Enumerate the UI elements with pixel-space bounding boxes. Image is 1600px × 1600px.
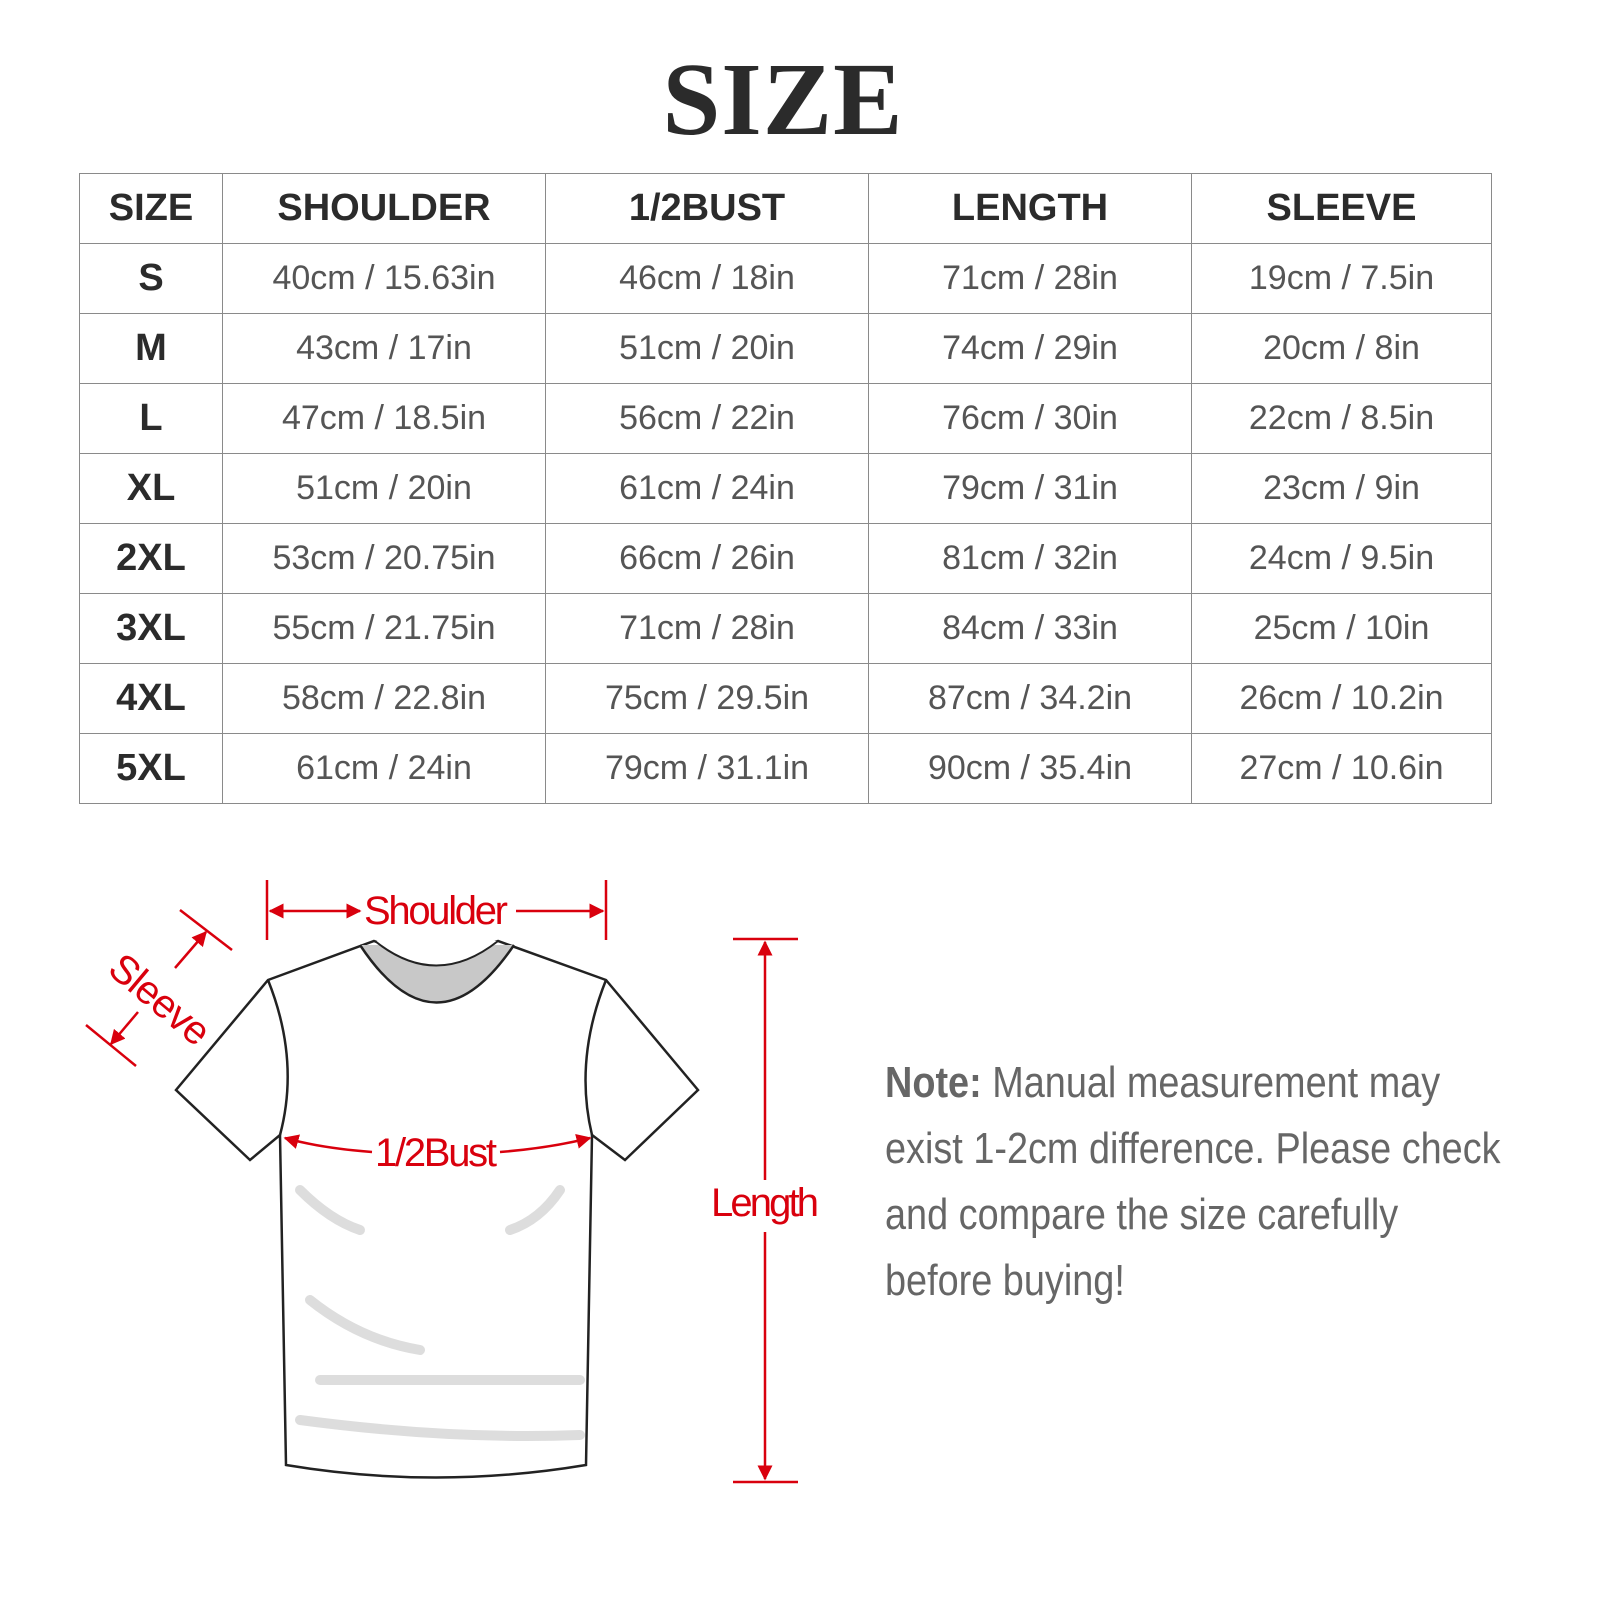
header-size: SIZE	[79, 173, 223, 244]
header-shoulder: SHOULDER	[222, 173, 546, 244]
measurement-cell: 22cm / 8.5in	[1191, 383, 1492, 454]
size-cell: M	[79, 313, 223, 384]
shading-folds	[295, 1185, 585, 1441]
table-row: L 47cm / 18.5in 56cm / 22in 76cm / 30in 22cm…	[79, 383, 1492, 454]
header-length: LENGTH	[868, 173, 1192, 244]
measurement-cell: 90cm / 35.4in	[868, 733, 1192, 804]
measurement-cell: 46cm / 18in	[545, 243, 869, 314]
header-sleeve: SLEEVE	[1191, 173, 1492, 244]
measurement-cell: 66cm / 26in	[545, 523, 869, 594]
size-cell: S	[79, 243, 223, 314]
tshirt-diagram: Shoulder 1/2Bust Length Sleeve	[85, 880, 819, 1484]
measurement-cell: 47cm / 18.5in	[222, 383, 546, 454]
table-row: S 40cm / 15.63in 46cm / 18in 71cm / 28in 19c…	[79, 243, 1492, 314]
size-cell: 2XL	[79, 523, 223, 594]
page-title: SIZE	[662, 42, 904, 157]
note-text: Manual measurement may exist 1-2cm diffe…	[885, 1058, 1501, 1305]
measurement-cell: 26cm / 10.2in	[1191, 663, 1492, 734]
measurement-cell: 51cm / 20in	[545, 313, 869, 384]
measurement-cell: 24cm / 9.5in	[1191, 523, 1492, 594]
measurement-cell: 79cm / 31.1in	[545, 733, 869, 804]
measurement-cell: 74cm / 29in	[868, 313, 1192, 384]
table-row: 4XL 58cm / 22.8in 75cm / 29.5in 87cm / 34.2…	[79, 663, 1492, 734]
measurement-cell: 56cm / 22in	[545, 383, 869, 454]
measurement-cell: 81cm / 32in	[868, 523, 1192, 594]
measurement-cell: 84cm / 33in	[868, 593, 1192, 664]
header-bust: 1/2BUST	[545, 173, 869, 244]
table-row: M 43cm / 17in 51cm / 20in 74cm / 29in 20cm /…	[79, 313, 1492, 384]
measurement-cell: 40cm / 15.63in	[222, 243, 546, 314]
bust-label: 1/2Bust	[375, 1131, 497, 1175]
measurement-cell: 76cm / 30in	[868, 383, 1192, 454]
measurement-cell: 23cm / 9in	[1191, 453, 1492, 524]
measurement-cell: 51cm / 20in	[222, 453, 546, 524]
measurement-cell: 43cm / 17in	[222, 313, 546, 384]
size-cell: XL	[79, 453, 223, 524]
table-row: 2XL 53cm / 20.75in 66cm / 26in 81cm / 32in 2…	[79, 523, 1492, 594]
size-cell: 3XL	[79, 593, 223, 664]
measurement-cell: 75cm / 29.5in	[545, 663, 869, 734]
note-label: Note:	[885, 1058, 982, 1107]
measurement-cell: 61cm / 24in	[545, 453, 869, 524]
measurement-cell: 27cm / 10.6in	[1191, 733, 1492, 804]
measurement-cell: 53cm / 20.75in	[222, 523, 546, 594]
sleeve-label: Sleeve	[100, 945, 219, 1055]
length-label: Length	[711, 1181, 819, 1225]
measurement-cell: 25cm / 10in	[1191, 593, 1492, 664]
table-row: XL 51cm / 20in 61cm / 24in 79cm / 31in 23cm …	[79, 453, 1492, 524]
measurement-cell: 19cm / 7.5in	[1191, 243, 1492, 314]
measurement-cell: 55cm / 21.75in	[222, 593, 546, 664]
table-row: 3XL 55cm / 21.75in 71cm / 28in 84cm / 33in 2…	[79, 593, 1492, 664]
table-header-row: SIZE SHOULDER 1/2BUST LENGTH SLEEVE	[79, 173, 1492, 244]
measurement-cell: 61cm / 24in	[222, 733, 546, 804]
size-table: SIZE SHOULDER 1/2BUST LENGTH SLEEVE S 40c…	[79, 173, 1492, 804]
measurement-cell: 71cm / 28in	[545, 593, 869, 664]
measurement-cell: 58cm / 22.8in	[222, 663, 546, 734]
table-row: 5XL 61cm / 24in 79cm / 31.1in 90cm / 35.4in…	[79, 733, 1492, 804]
size-cell: 5XL	[79, 733, 223, 804]
tshirt-outline	[174, 939, 700, 1479]
measurement-cell: 87cm / 34.2in	[868, 663, 1192, 734]
measurement-cell: 79cm / 31in	[868, 453, 1192, 524]
measurement-cell: 20cm / 8in	[1191, 313, 1492, 384]
shoulder-label: Shoulder	[364, 889, 508, 933]
note: Note: Manual measurement may exist 1-2cm…	[885, 1050, 1504, 1314]
size-cell: L	[79, 383, 223, 454]
measurement-cell: 71cm / 28in	[868, 243, 1192, 314]
size-cell: 4XL	[79, 663, 223, 734]
